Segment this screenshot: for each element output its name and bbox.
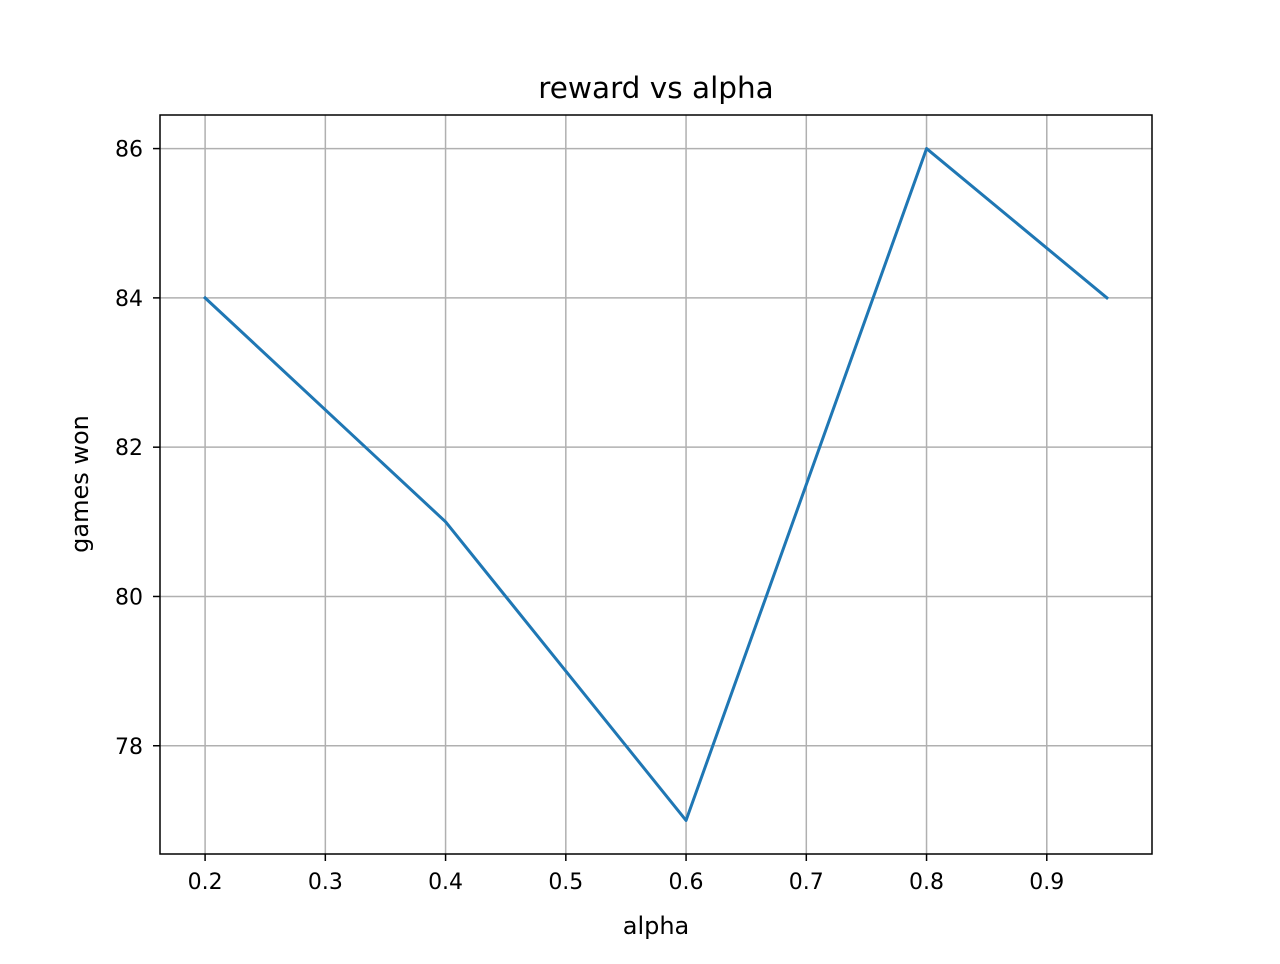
x-axis-ticks: 0.2 0.3 0.4 0.5 0.6 0.7 0.8 0.9 (188, 854, 1064, 895)
x-tick-label: 0.3 (308, 870, 343, 895)
x-tick-label: 0.7 (789, 870, 824, 895)
x-tick-label: 0.2 (188, 870, 223, 895)
chart-title: reward vs alpha (538, 71, 774, 105)
series-line (202, 147, 1110, 822)
y-tick-label: 84 (115, 287, 143, 312)
plot-area-frame (159, 114, 1153, 855)
y-axis-ticks: 78 80 82 84 86 (115, 138, 160, 760)
y-tick-label: 82 (115, 436, 143, 461)
x-axis-label: alpha (623, 912, 690, 940)
y-tick-label: 86 (115, 138, 143, 163)
y-tick-label: 80 (115, 585, 143, 610)
x-tick-label: 0.5 (548, 870, 583, 895)
x-tick-label: 0.4 (428, 870, 463, 895)
y-axis-label: games won (66, 415, 94, 553)
x-tick-label: 0.6 (669, 870, 704, 895)
x-tick-label: 0.8 (909, 870, 944, 895)
series-layer (202, 147, 1110, 822)
x-tick-label: 0.9 (1029, 870, 1064, 895)
y-tick-label: 78 (115, 735, 143, 760)
